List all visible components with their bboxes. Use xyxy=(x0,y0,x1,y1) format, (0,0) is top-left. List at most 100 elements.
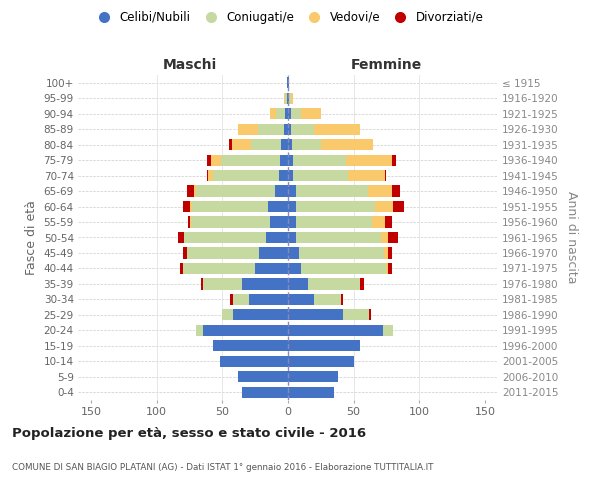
Bar xyxy=(202,278,203,289)
Bar xyxy=(284,92,286,104)
Bar xyxy=(208,170,213,181)
Bar xyxy=(213,170,279,181)
Bar xyxy=(288,278,308,289)
Bar xyxy=(281,139,288,150)
Bar xyxy=(190,201,192,212)
Bar xyxy=(220,356,288,367)
Bar xyxy=(287,77,288,88)
Bar xyxy=(296,232,381,243)
Bar xyxy=(349,170,385,181)
Bar xyxy=(299,248,384,258)
Bar xyxy=(388,263,392,274)
Bar xyxy=(288,154,293,166)
Bar xyxy=(293,154,346,166)
Bar xyxy=(193,186,196,196)
Bar xyxy=(269,216,288,228)
Bar xyxy=(280,154,288,166)
Bar xyxy=(255,263,288,274)
Bar xyxy=(279,170,288,181)
Bar xyxy=(251,139,281,150)
Bar xyxy=(289,92,290,104)
Bar xyxy=(385,170,386,181)
Bar xyxy=(288,170,293,181)
Text: Maschi: Maschi xyxy=(163,58,217,72)
Bar xyxy=(188,216,190,228)
Bar xyxy=(229,139,232,150)
Bar xyxy=(386,263,388,274)
Bar xyxy=(258,124,284,134)
Text: Popolazione per età, sesso e stato civile - 2016: Popolazione per età, sesso e stato civil… xyxy=(12,428,366,440)
Bar xyxy=(213,340,288,351)
Bar xyxy=(288,139,292,150)
Bar xyxy=(178,232,184,243)
Bar xyxy=(203,325,288,336)
Bar xyxy=(388,232,398,243)
Bar xyxy=(288,371,338,382)
Bar xyxy=(238,371,288,382)
Bar xyxy=(392,186,400,196)
Bar xyxy=(221,154,280,166)
Bar xyxy=(288,310,343,320)
Bar xyxy=(370,310,371,320)
Y-axis label: Fasce di età: Fasce di età xyxy=(25,200,38,275)
Bar xyxy=(341,294,343,305)
Bar xyxy=(346,154,392,166)
Bar xyxy=(296,201,374,212)
Bar xyxy=(269,108,276,120)
Bar xyxy=(321,139,373,150)
Bar xyxy=(288,201,296,212)
Bar xyxy=(287,92,288,104)
Y-axis label: Anni di nascita: Anni di nascita xyxy=(565,191,578,284)
Bar xyxy=(183,248,187,258)
Bar xyxy=(384,248,388,258)
Bar xyxy=(284,124,288,134)
Bar xyxy=(288,77,289,88)
Bar xyxy=(259,248,288,258)
Bar xyxy=(190,216,191,228)
Bar xyxy=(288,294,314,305)
Bar xyxy=(314,294,341,305)
Bar xyxy=(293,170,349,181)
Bar xyxy=(301,108,321,120)
Bar xyxy=(203,278,242,289)
Bar xyxy=(288,124,290,134)
Bar xyxy=(296,186,368,196)
Bar xyxy=(383,325,393,336)
Bar xyxy=(288,108,290,120)
Bar xyxy=(372,216,385,228)
Bar xyxy=(230,294,233,305)
Bar xyxy=(288,325,383,336)
Bar xyxy=(248,294,288,305)
Bar xyxy=(211,154,221,166)
Bar xyxy=(385,216,392,228)
Bar xyxy=(286,92,287,104)
Bar xyxy=(183,263,255,274)
Bar xyxy=(196,186,275,196)
Bar xyxy=(288,340,360,351)
Bar xyxy=(392,154,395,166)
Bar xyxy=(308,278,360,289)
Bar xyxy=(206,154,211,166)
Bar xyxy=(191,216,269,228)
Bar xyxy=(296,216,372,228)
Bar xyxy=(192,201,268,212)
Text: Femmine: Femmine xyxy=(351,58,422,72)
Legend: Celibi/Nubili, Coniugati/e, Vedovi/e, Divorziati/e: Celibi/Nubili, Coniugati/e, Vedovi/e, Di… xyxy=(90,8,486,26)
Bar xyxy=(288,356,353,367)
Bar xyxy=(266,232,288,243)
Bar xyxy=(301,263,386,274)
Bar xyxy=(275,186,288,196)
Text: COMUNE DI SAN BIAGIO PLATANI (AG) - Dati ISTAT 1° gennaio 2016 - Elaborazione TU: COMUNE DI SAN BIAGIO PLATANI (AG) - Dati… xyxy=(12,462,433,471)
Bar xyxy=(288,386,334,398)
Bar xyxy=(360,278,364,289)
Bar xyxy=(242,278,288,289)
Bar xyxy=(238,124,258,134)
Bar xyxy=(288,92,289,104)
Bar xyxy=(374,201,393,212)
Bar xyxy=(233,294,248,305)
Bar xyxy=(288,216,296,228)
Bar xyxy=(381,232,388,243)
Bar xyxy=(233,310,288,320)
Bar xyxy=(292,139,321,150)
Bar xyxy=(288,186,296,196)
